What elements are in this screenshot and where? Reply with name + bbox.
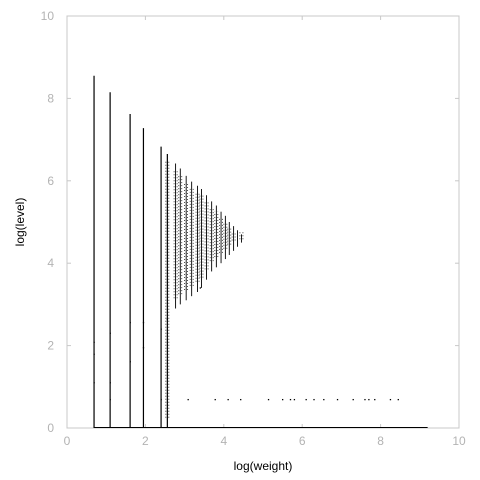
data-point [93,341,95,344]
data-point [389,398,392,401]
data-point [305,398,307,401]
data-point [199,287,201,289]
data-point [109,398,111,401]
data-point [397,398,399,401]
x-tick-label: 8 [377,434,384,448]
y-tick-label: 2 [47,339,54,353]
plot-frame [66,15,460,429]
data-point [214,398,216,401]
y-tick-label: 6 [47,174,54,188]
x-tick-label: 2 [142,434,149,448]
axis-ticks: 0 2 4 6 8 10 0 2 4 6 8 10 [41,9,466,448]
data-point [160,328,162,330]
data-point [93,382,95,384]
data-point [129,321,131,324]
data-point [289,398,292,401]
data-point [227,398,229,401]
data-point [374,398,376,401]
data-point [187,398,189,401]
data-point [293,398,296,401]
y-axis-label: log(level) [13,198,27,247]
y-tick-label: 10 [41,9,55,23]
y-tick-label: 4 [47,256,54,270]
data-point [93,353,95,355]
data-point [352,398,354,401]
x-tick-label: 10 [452,434,466,448]
y-tick-label: 8 [47,91,54,105]
data-point [129,361,131,363]
data-point [267,398,270,401]
x-tick-label: 4 [220,434,227,448]
data-point [336,398,339,401]
data-point [364,398,366,401]
data-point [142,347,145,349]
y-tick-label: 0 [47,421,54,435]
data-point [368,398,370,401]
data-point [109,382,111,384]
data-marks [93,75,428,428]
x-axis-label: log(weight) [234,459,293,473]
data-point [160,398,162,401]
data-point [282,398,284,401]
data-point [313,398,315,401]
data-point [323,398,325,401]
x-tick-label: 6 [299,434,306,448]
x-tick-label: 0 [64,434,71,448]
data-point [109,332,111,334]
data-point [142,321,145,324]
data-point [166,318,169,320]
data-point [240,398,242,401]
